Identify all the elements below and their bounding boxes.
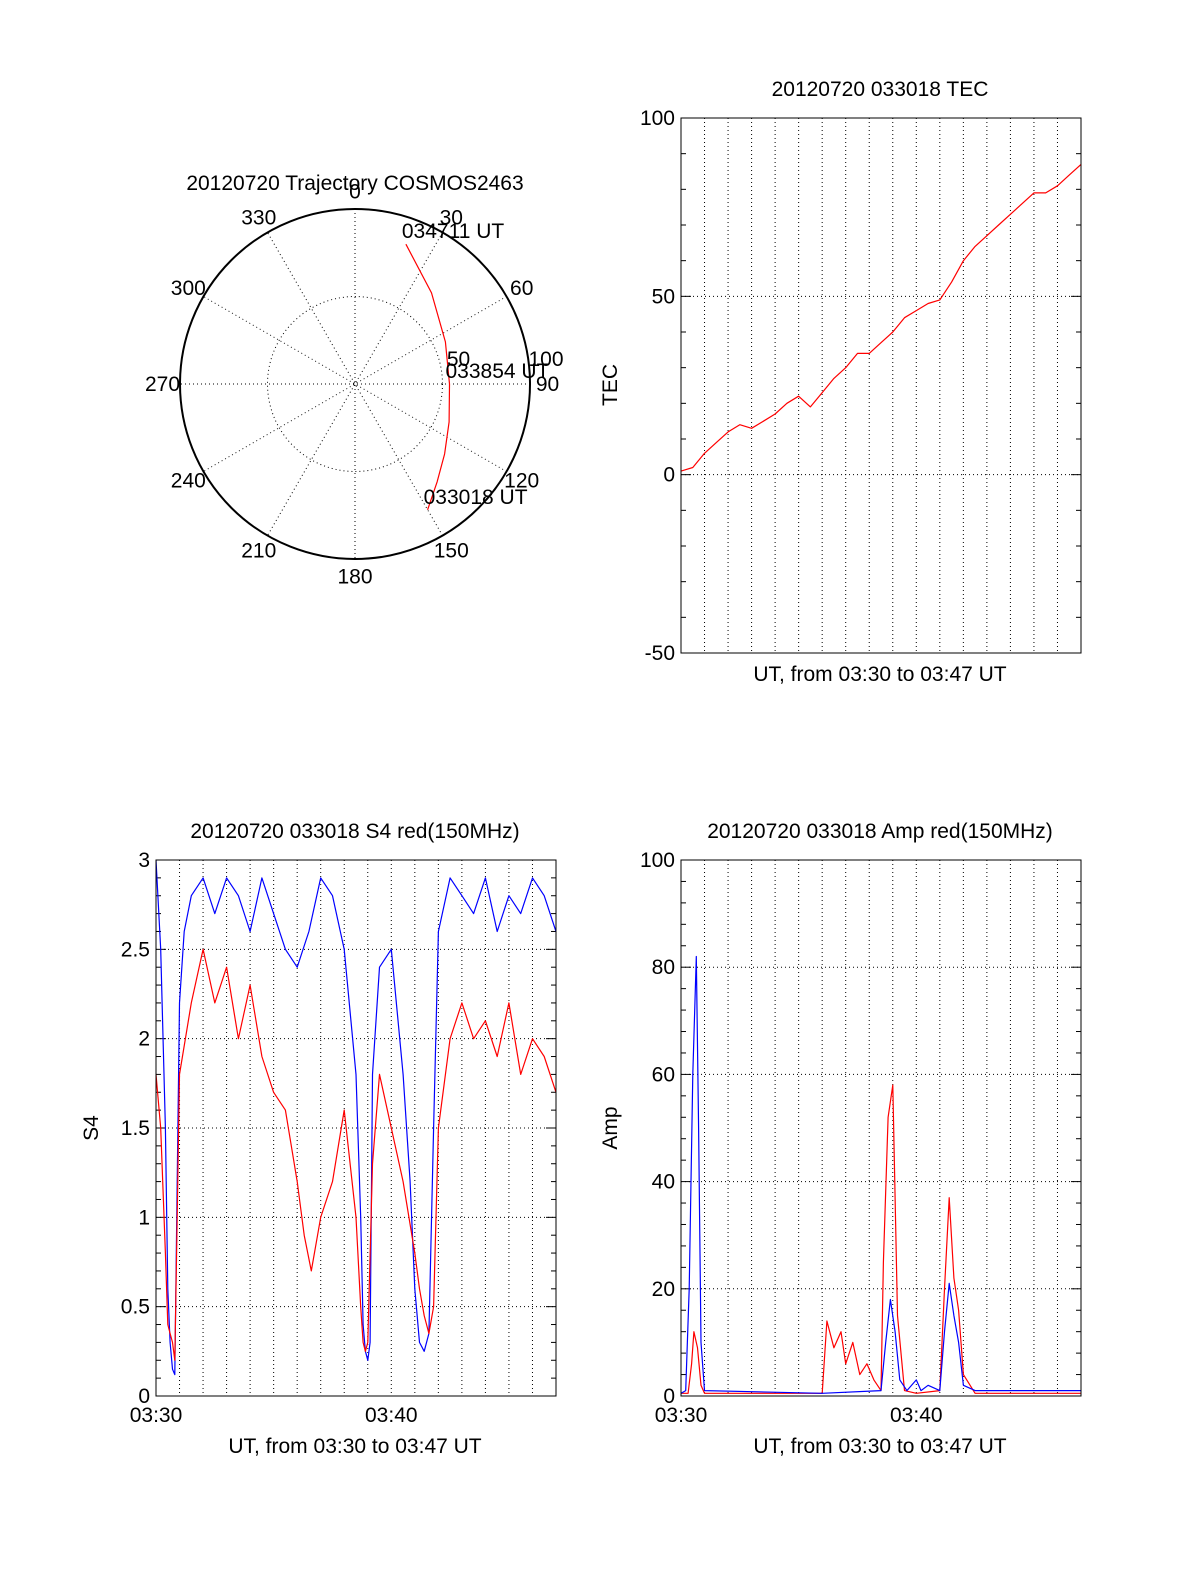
y-tick-label: 60 [652,1063,675,1086]
series-line [681,1084,1081,1394]
y-tick-label: 1.5 [121,1117,150,1140]
amp-y-label: Amp [599,1106,622,1149]
s4-y-label: S4 [80,1115,103,1141]
amp-panel: 20120720 033018 Amp red(150MHz) UT, from… [599,820,1082,1458]
polar-annotation: 034711 UT [402,220,505,243]
polar-angle-tick-label: 150 [434,540,469,563]
series-line [156,860,556,1376]
polar-angle-tick-label: 60 [510,277,533,300]
amp-plot-area: 0 20 40 60 80 100 03:30 03:40 [640,849,1082,1427]
polar-title: 20120720 Trajectory COSMOS2463 [186,172,523,195]
tec-plot-area: -50 0 50 100 [640,107,1082,665]
series-line [681,163,1081,472]
polar-radial-tick-label: 50 [447,348,470,371]
polar-trajectory-panel: 20120720 Trajectory COSMOS2463 0 30 60 90 12… [145,172,564,589]
polar-angle-tick-label: 270 [145,373,180,396]
polar-plot-area: 0 30 60 90 120 150 180 210 240 270 300 330 50 100 0347… [145,181,564,589]
tec-x-label: UT, from 03:30 to 03:47 UT [753,663,1006,686]
amp-title: 20120720 033018 Amp red(150MHz) [707,820,1053,843]
x-tick-label: 03:30 [655,1404,708,1427]
series-group [681,163,1081,472]
x-tick-label: 03:40 [890,1404,943,1427]
y-tick-label: 80 [652,956,675,979]
y-tick-label: 0 [138,1385,150,1408]
plot-frame [680,117,1082,654]
s4-title: 20120720 033018 S4 red(150MHz) [190,820,519,843]
x-tick-label: 03:30 [130,1404,183,1427]
s4-plot-area: 0 0.5 1 1.5 2 2.5 3 03:30 03:40 [121,849,557,1427]
y-tick-label: 2 [138,1028,150,1051]
plot-frame [680,859,1082,1397]
s4-panel: 20120720 033018 S4 red(150MHz) UT, from … [80,820,557,1458]
y-tick-label: 100 [640,107,675,130]
polar-angle-tick-label: 120 [504,469,539,492]
polar-trajectory-line [405,243,451,510]
polar-outer-circle [179,208,531,560]
amp-x-label: UT, from 03:30 to 03:47 UT [753,1435,1006,1458]
series-line [681,955,1081,1394]
tec-title: 20120720 033018 TEC [772,78,989,101]
polar-angle-tick-label: 240 [171,469,206,492]
y-tick-label: 40 [652,1171,675,1194]
y-tick-label: 0 [663,464,675,487]
polar-annotation: 033018 UT [424,486,528,509]
x-tick-label: 03:40 [365,1404,418,1427]
polar-angle-tick-label: 180 [337,566,372,589]
y-tick-label: 100 [640,849,675,872]
polar-angle-tick-label: 330 [241,206,276,229]
polar-angle-tick-label: 210 [241,540,276,563]
polar-angle-tick-label: 0 [349,181,361,204]
y-tick-label: 0 [663,1385,675,1408]
plot-frame [155,859,557,1397]
y-tick-label: 0.5 [121,1296,150,1319]
y-tick-label: -50 [645,642,675,665]
series-group [681,955,1081,1394]
series-group [156,860,556,1376]
y-tick-label: 20 [652,1278,675,1301]
y-tick-label: 50 [652,285,675,308]
polar-angle-tick-label: 30 [440,206,463,229]
tec-y-label: TEC [599,364,622,406]
polar-angle-tick-label: 90 [536,373,559,396]
y-tick-label: 3 [138,849,150,872]
polar-radial-tick-label: 100 [528,348,563,371]
y-tick-label: 1 [138,1206,150,1229]
s4-x-label: UT, from 03:30 to 03:47 UT [228,1435,481,1458]
polar-ring [267,296,443,472]
series-line [156,948,556,1361]
tec-panel: 20120720 033018 TEC UT, from 03:30 to 03… [599,78,1082,686]
polar-annotation: 033854 UT [446,360,550,383]
y-tick-label: 2.5 [121,938,150,961]
polar-angle-tick-label: 300 [171,277,206,300]
